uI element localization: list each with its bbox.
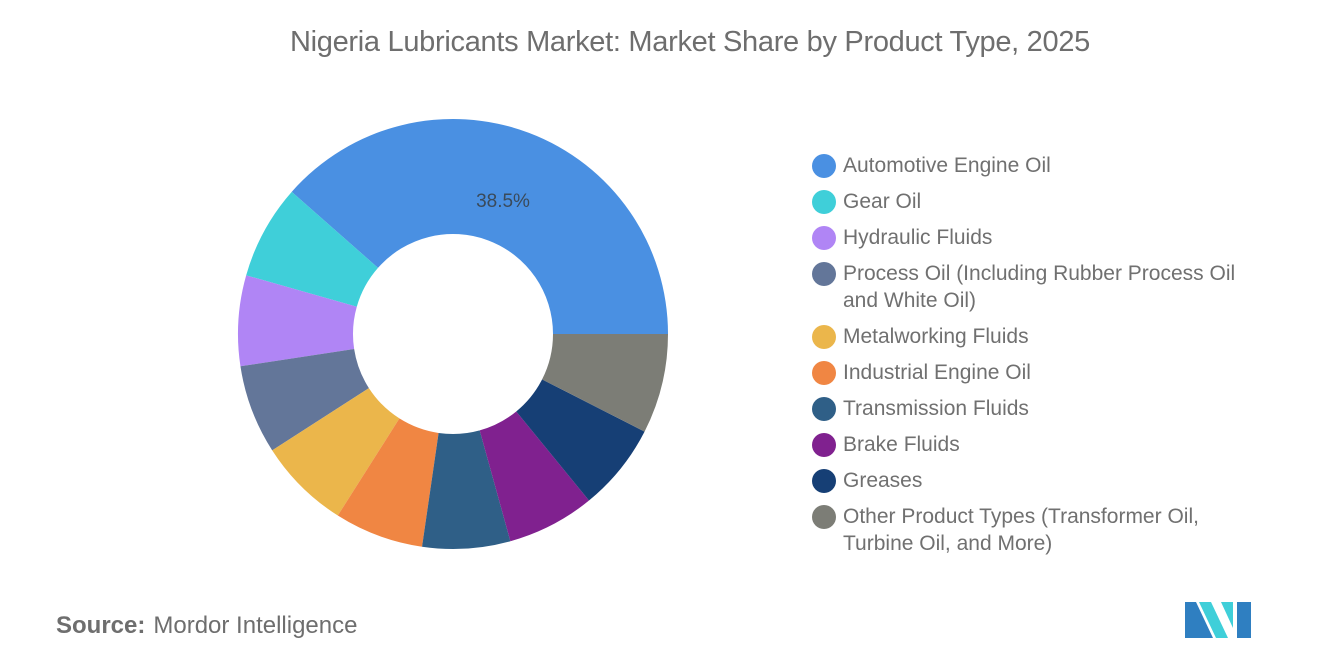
- donut-slice-greases[interactable]: [516, 379, 645, 501]
- donut-slice-other-product-types-transformer-oil-turbine-oil-and-more[interactable]: [542, 334, 668, 432]
- legend-item-brake-fluids[interactable]: Brake Fluids: [812, 431, 1282, 458]
- legend-marker-icon: [812, 505, 836, 529]
- legend-item-transmission-fluids[interactable]: Transmission Fluids: [812, 395, 1282, 422]
- donut-slice-industrial-engine-oil[interactable]: [337, 418, 439, 547]
- legend-label: Other Product Types (Transformer Oil, Tu…: [843, 505, 1199, 555]
- legend-label: Process Oil (Including Rubber Process Oi…: [843, 262, 1236, 312]
- donut-slice-transmission-fluids[interactable]: [422, 430, 511, 549]
- legend-marker-icon: [812, 469, 836, 493]
- source-label: Source:: [56, 612, 146, 639]
- donut-slice-brake-fluids[interactable]: [479, 411, 590, 542]
- source-note: Source: Mordor Intelligence: [56, 612, 357, 640]
- legend-item-industrial-engine-oil[interactable]: Industrial Engine Oil: [812, 359, 1282, 386]
- legend-item-greases[interactable]: Greases: [812, 467, 1282, 494]
- legend-item-automotive-engine-oil[interactable]: Automotive Engine Oil: [812, 152, 1282, 179]
- legend-label: Greases: [843, 469, 923, 492]
- chart-legend: Automotive Engine Oil Gear Oil Hydraulic…: [812, 152, 1282, 566]
- donut-slice-automotive-engine-oil[interactable]: [291, 119, 668, 334]
- legend-item-process-oil[interactable]: Process Oil (Including Rubber Process Oi…: [812, 260, 1282, 314]
- donut-slice-metalworking-fluids[interactable]: [272, 388, 400, 516]
- legend-item-other-product-types[interactable]: Other Product Types (Transformer Oil, Tu…: [812, 503, 1282, 557]
- legend-label: Transmission Fluids: [843, 397, 1029, 420]
- donut-slice-gear-oil[interactable]: [246, 191, 378, 307]
- slice-label-automotive-engine-oil: 38.5%: [476, 191, 530, 212]
- legend-marker-icon: [812, 433, 836, 457]
- source-value: Mordor Intelligence: [153, 612, 358, 639]
- donut-chart: 38.5%: [238, 119, 668, 549]
- donut-slice-process-oil-including-rubber-process-oil-and-white-oil[interactable]: [240, 349, 369, 451]
- legend-label: Metalworking Fluids: [843, 325, 1029, 348]
- legend-marker-icon: [812, 361, 836, 385]
- legend-label: Gear Oil: [843, 190, 922, 213]
- legend-marker-icon: [812, 154, 836, 178]
- donut-slice-hydraulic-fluids[interactable]: [238, 275, 357, 367]
- legend-label: Industrial Engine Oil: [843, 361, 1031, 384]
- legend-label: Automotive Engine Oil: [843, 154, 1051, 177]
- legend-marker-icon: [812, 325, 836, 349]
- chart-title: Nigeria Lubricants Market: Market Share …: [289, 26, 1091, 58]
- legend-marker-icon: [812, 262, 836, 286]
- legend-item-gear-oil[interactable]: Gear Oil: [812, 188, 1282, 215]
- legend-label: Brake Fluids: [843, 433, 960, 456]
- legend-marker-icon: [812, 397, 836, 421]
- mordor-intelligence-logo-icon: [1185, 602, 1251, 638]
- legend-marker-icon: [812, 190, 836, 214]
- legend-item-hydraulic-fluids[interactable]: Hydraulic Fluids: [812, 224, 1282, 251]
- legend-label: Hydraulic Fluids: [843, 226, 993, 249]
- donut-slices: [238, 119, 668, 549]
- legend-marker-icon: [812, 226, 836, 250]
- legend-item-metalworking-fluids[interactable]: Metalworking Fluids: [812, 323, 1282, 350]
